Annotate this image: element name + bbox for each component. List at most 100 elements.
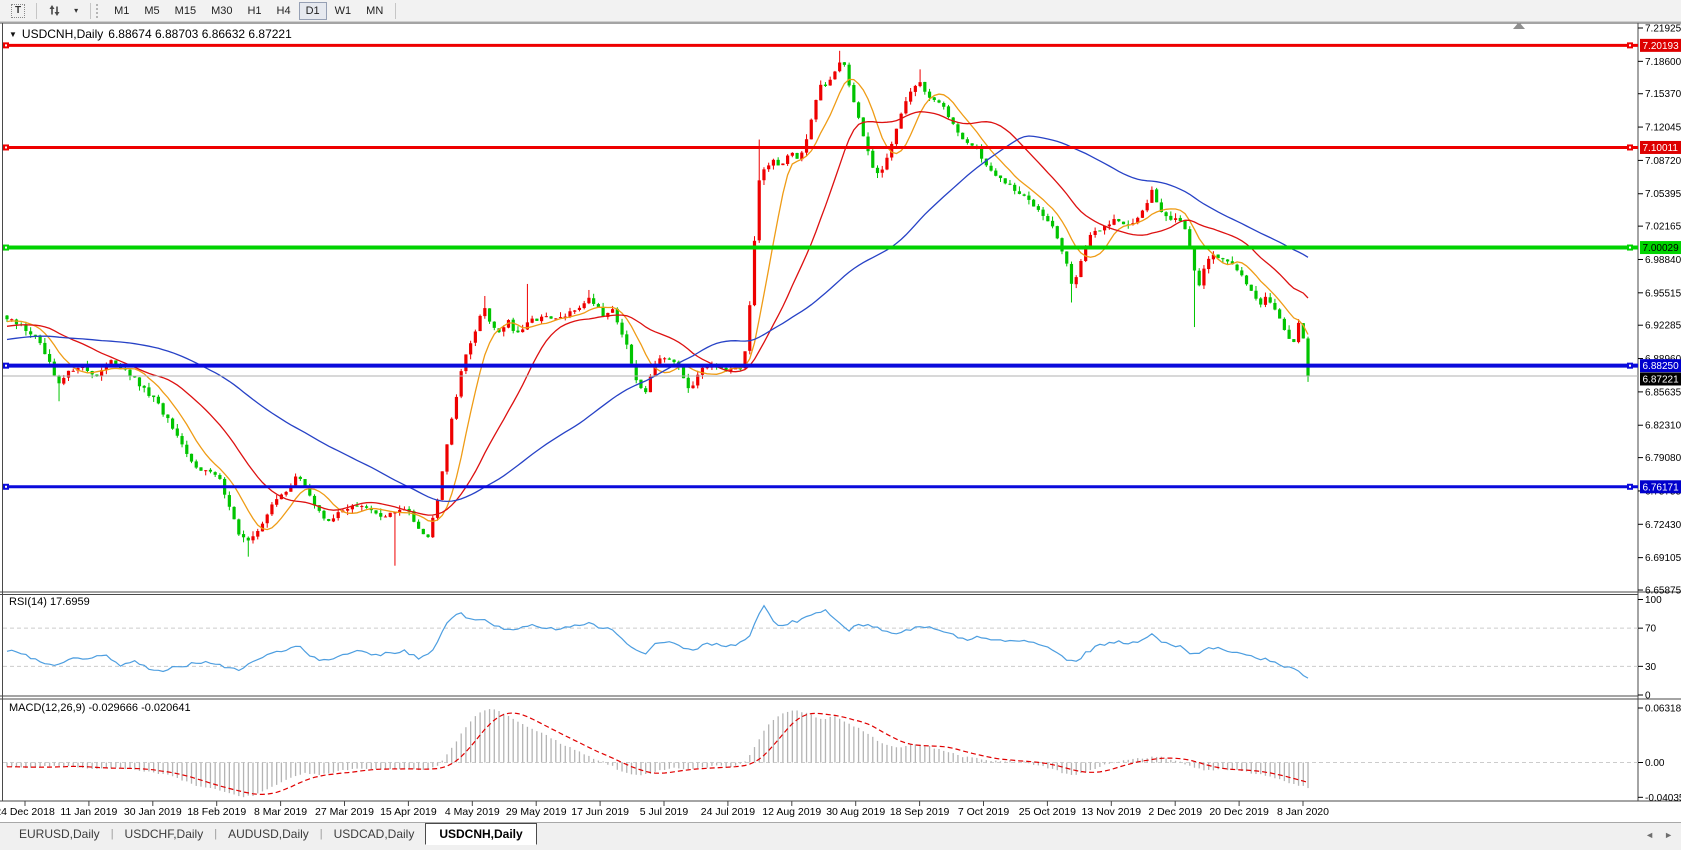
toolbar-separator [36, 2, 38, 19]
toolbar-dropdown-caret[interactable]: ▾ [67, 2, 85, 20]
svg-text:7.10011: 7.10011 [1643, 143, 1679, 154]
svg-text:6.65875: 6.65875 [1645, 586, 1681, 597]
svg-text:7 Oct 2019: 7 Oct 2019 [958, 806, 1010, 818]
svg-text:6.72430: 6.72430 [1645, 520, 1681, 531]
timeframe-button-m30[interactable]: M30 [204, 2, 239, 20]
date-axis: 24 Dec 2018 11 Jan 2019 30 Jan 2019 18 Feb … [0, 801, 1329, 818]
svg-text:30: 30 [1645, 662, 1657, 673]
svg-text:6.82310: 6.82310 [1645, 421, 1681, 432]
text-label-tool-icon: T [11, 3, 26, 18]
timeframe-buttons: M1 M5 M15 M30 H1 H4 D1 W1 MN [107, 1, 390, 20]
line-handle-dot [5, 246, 7, 249]
price-label-6.76171: 6.76171 [1640, 480, 1681, 494]
svg-text:24 Dec 2018: 24 Dec 2018 [0, 806, 55, 818]
line-handle-dot [5, 485, 7, 488]
svg-text:7.18600: 7.18600 [1645, 57, 1681, 68]
toolbar-grip[interactable] [96, 3, 101, 18]
svg-text:2 Dec 2019: 2 Dec 2019 [1148, 806, 1202, 818]
svg-text:7.21925: 7.21925 [1645, 24, 1681, 35]
svg-text:18 Feb 2019: 18 Feb 2019 [187, 806, 246, 818]
svg-text:24 Jul 2019: 24 Jul 2019 [701, 806, 755, 818]
line-handle-dot [1629, 485, 1631, 488]
svg-text:17 Jun 2019: 17 Jun 2019 [571, 806, 629, 818]
tab-separator: | [214, 828, 218, 840]
timeframe-button-mn[interactable]: MN [359, 2, 390, 20]
chart-title: ▼ USDCNH,Daily 6.88674 6.88703 6.86632 6… [9, 27, 292, 41]
arrange-arrows-button[interactable] [42, 2, 67, 20]
macd-histogram [6, 709, 1309, 798]
current-price-label: 6.87221 [1640, 372, 1681, 386]
price-label-6.88250: 6.88250 [1640, 359, 1681, 373]
svg-text:4 May 2019: 4 May 2019 [445, 806, 500, 818]
macd-name: MACD(12,26,9) [9, 702, 86, 714]
rsi-value: 17.6959 [49, 596, 90, 608]
tab-separator: | [319, 828, 323, 840]
svg-text:5 Jul 2019: 5 Jul 2019 [640, 806, 689, 818]
svg-text:20 Dec 2019: 20 Dec 2019 [1209, 806, 1269, 818]
timeframe-button-w1[interactable]: W1 [328, 2, 359, 20]
timeframe-button-m5[interactable]: M5 [137, 2, 166, 20]
svg-text:6.79080: 6.79080 [1645, 453, 1681, 464]
svg-text:7.12045: 7.12045 [1645, 123, 1681, 134]
svg-text:30 Aug 2019: 30 Aug 2019 [826, 806, 885, 818]
price-label-7.00029: 7.00029 [1640, 241, 1681, 255]
svg-text:0.063184: 0.063184 [1645, 703, 1681, 714]
chart-tab-eurusd[interactable]: EURUSD,Daily [19, 827, 100, 841]
scroll-to-end-icon[interactable] [1513, 22, 1525, 29]
line-handle-dot [5, 364, 7, 367]
svg-text:6.76171: 6.76171 [1643, 482, 1680, 493]
svg-text:7.02165: 7.02165 [1645, 222, 1681, 233]
svg-text:15 Apr 2019: 15 Apr 2019 [380, 806, 437, 818]
svg-text:6.98840: 6.98840 [1645, 255, 1681, 266]
chart-tab-audusd[interactable]: AUDUSD,Daily [228, 827, 309, 841]
ma-line-fast[interactable] [6, 78, 1309, 531]
timeframe-button-m15[interactable]: M15 [168, 2, 203, 20]
svg-text:7.08720: 7.08720 [1645, 156, 1681, 167]
timeframe-button-h4[interactable]: H4 [270, 2, 298, 20]
line-handle-dot [5, 44, 7, 47]
chart-menu-caret-icon[interactable]: ▼ [9, 29, 17, 39]
svg-text:13 Nov 2019: 13 Nov 2019 [1082, 806, 1142, 818]
chart-tab-usdcnh[interactable]: USDCNH,Daily [425, 823, 537, 845]
chart-tab-usdcad[interactable]: USDCAD,Daily [333, 827, 415, 841]
macd-signal-line [7, 712, 1309, 796]
toolbar-separator [90, 2, 92, 19]
text-label-tool-button[interactable]: T [5, 2, 31, 20]
chart-tab-bar: EURUSD,Daily | USDCHF,Daily | AUDUSD,Daily | U… [0, 822, 1681, 850]
svg-text:30 Jan 2019: 30 Jan 2019 [124, 806, 182, 818]
svg-text:70: 70 [1645, 624, 1657, 635]
timeframe-button-h1[interactable]: H1 [240, 2, 268, 20]
price-axis: 7.21925 7.18600 7.15370 7.12045 7.08720 7.053… [1638, 24, 1681, 804]
svg-text:0.00: 0.00 [1645, 758, 1665, 769]
svg-text:-0.040355: -0.040355 [1645, 793, 1681, 804]
svg-text:6.69105: 6.69105 [1645, 553, 1681, 564]
chart-tab-usdchf[interactable]: USDCHF,Daily [124, 827, 204, 841]
line-handle-dot [1629, 146, 1631, 149]
svg-text:6.85635: 6.85635 [1645, 387, 1681, 398]
ma-line-medium[interactable] [6, 111, 1309, 516]
sort-arrows-icon [49, 5, 60, 16]
ma-line-slow[interactable] [6, 135, 1309, 503]
svg-text:18 Sep 2019: 18 Sep 2019 [890, 806, 950, 818]
line-handle-dot [1629, 364, 1631, 367]
chart-tabs: EURUSD,Daily | USDCHF,Daily | AUDUSD,Daily | U… [8, 823, 537, 845]
toolbar: T ▾ M1 M5 M15 M30 H1 H4 D1 W1 MN [0, 0, 1681, 22]
rsi-line [6, 604, 1309, 679]
tabs-scroll-right-icon[interactable]: ► [1664, 830, 1673, 840]
svg-text:6.88250: 6.88250 [1643, 361, 1680, 372]
svg-text:6.95515: 6.95515 [1645, 288, 1681, 299]
macd-pane-label: MACD(12,26,9) -0.029666 -0.020641 [9, 702, 191, 714]
chart-symbol-period: USDCNH,Daily [21, 27, 104, 41]
chart-ohlc-values: 6.88674 6.88703 6.86632 6.87221 [108, 27, 292, 41]
svg-text:0: 0 [1645, 691, 1651, 702]
line-handle-dot [1629, 44, 1631, 47]
timeframe-button-d1[interactable]: D1 [298, 1, 327, 20]
tabs-scroll-left-icon[interactable]: ◄ [1645, 830, 1655, 840]
timeframe-button-m1[interactable]: M1 [107, 2, 136, 20]
svg-text:12 Aug 2019: 12 Aug 2019 [762, 806, 821, 818]
tab-separator: | [110, 828, 114, 840]
svg-text:27 Mar 2019: 27 Mar 2019 [315, 806, 374, 818]
svg-text:11 Jan 2019: 11 Jan 2019 [60, 806, 117, 818]
